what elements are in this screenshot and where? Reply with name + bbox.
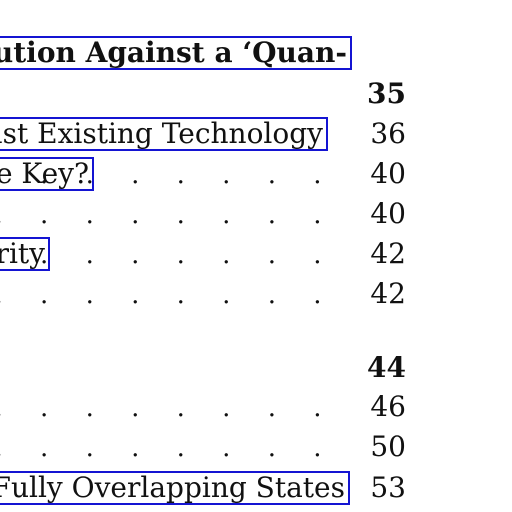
toc-page-number: 35	[367, 76, 406, 112]
toc-page-number: 50	[370, 429, 406, 465]
toc-page-number: 44	[367, 350, 406, 386]
toc-row: ast Existing Technology 36	[0, 116, 512, 152]
toc-page-number: 53	[370, 470, 406, 506]
toc-row: . . . . . . . . . . . . . . . 40	[0, 196, 512, 232]
toc-entry-link[interactable]: ution Against a ‘Quan-	[0, 36, 352, 70]
toc-row: e Key? . . . . . . . . . 40	[0, 156, 512, 192]
toc-row: 44	[0, 350, 512, 386]
toc-entry-link[interactable]: ast Existing Technology	[0, 117, 328, 151]
toc-leader-dots: . . . . . . . . . . . . . . .	[0, 433, 336, 463]
toc-entry-title[interactable]: ution Against a ‘Quan-	[0, 36, 352, 70]
toc-row: Fully Overlapping States 53	[0, 470, 512, 506]
toc-page-number: 40	[370, 156, 406, 192]
toc-leader-dots: . . . . . . . . . . . . . . .	[0, 393, 336, 423]
toc-row: ution Against a ‘Quan-	[0, 36, 512, 72]
toc-leader-dots: . . . . . . . . . . . . .	[0, 240, 336, 270]
toc-row: rity . . . . . . . . . . . . . 42	[0, 236, 512, 272]
toc-page-number: 36	[370, 116, 406, 152]
toc-leader-dots: . . . . . . . . . . . . . . .	[0, 200, 336, 230]
toc-row: . . . . . . . . . . . . . . . 42	[0, 276, 512, 312]
toc-entry-title[interactable]: Fully Overlapping States	[0, 471, 350, 505]
toc-entry-link[interactable]: Fully Overlapping States	[0, 471, 350, 505]
toc-entry-title[interactable]: ast Existing Technology	[0, 117, 328, 151]
toc-leader-dots: . . . . . . . . . . . . . . .	[0, 280, 336, 310]
toc-row: 35	[0, 76, 512, 112]
toc-page-number: 40	[370, 196, 406, 232]
toc-page-number: 42	[370, 236, 406, 272]
toc-row: . . . . . . . . . . . . . . . 46	[0, 389, 512, 425]
toc-row: . . . . . . . . . . . . . . . 50	[0, 429, 512, 465]
toc-page-number: 46	[370, 389, 406, 425]
toc-page-number: 42	[370, 276, 406, 312]
toc-leader-dots: . . . . . . . . .	[0, 160, 336, 190]
